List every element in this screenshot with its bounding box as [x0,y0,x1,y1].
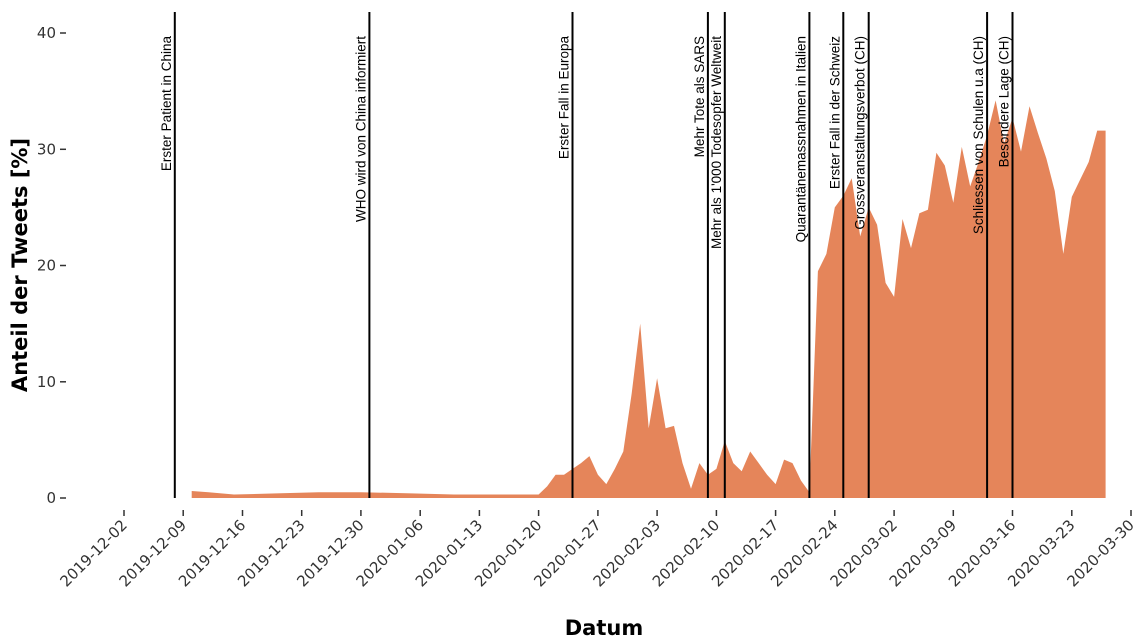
y-tick-label: 20 [37,257,56,275]
event-label: Erster Fall in der Schweiz [827,36,842,189]
event-label: Erster Patient in China [159,36,174,172]
event-marker: Mehr Tote als SARS [692,12,709,498]
area-series-0 [191,100,1106,499]
event-marker: Erster Fall in Europa [557,12,574,498]
event-marker: Grossveranstaltungsverbot (CH) [853,12,870,498]
event-marker: Mehr als 1'000 Todesopfer Weltweit [709,12,726,498]
y-tick-label: 10 [37,373,56,391]
event-label: Mehr als 1'000 Todesopfer Weltweit [709,36,724,249]
y-axis-title: Anteil der Tweets [%] [8,138,32,392]
event-marker: Schliessen von Schulen u.a (CH) [971,12,989,498]
y-axis: 0 10 20 30 40 [37,24,66,507]
event-label: Erster Fall in Europa [557,36,572,160]
event-marker: WHO wird von China informiert [353,12,371,498]
y-tick-label: 0 [46,489,56,507]
event-marker: Erster Patient in China [159,12,176,498]
event-marker: Quarantänemassnahmen in Italien [793,12,811,498]
event-label: Schliessen von Schulen u.a (CH) [971,36,986,234]
event-marker: Erster Fall in der Schweiz [827,12,845,498]
x-axis: 2019-12-022019-12-092019-12-162019-12-23… [56,510,1138,590]
x-axis-title: Datum [565,616,643,639]
event-marker: Besondere Lage (CH) [997,12,1014,498]
y-tick-label: 30 [37,140,56,158]
area-layer [191,100,1106,499]
y-tick-label: 40 [37,24,56,42]
event-label: Mehr Tote als SARS [692,36,707,157]
event-label: WHO wird von China informiert [353,36,368,222]
event-layer: Erster Patient in China WHO wird von Chin… [159,12,1014,498]
event-label: Besondere Lage (CH) [997,36,1012,167]
event-label: Grossveranstaltungsverbot (CH) [853,36,868,230]
event-label: Quarantänemassnahmen in Italien [793,36,808,242]
